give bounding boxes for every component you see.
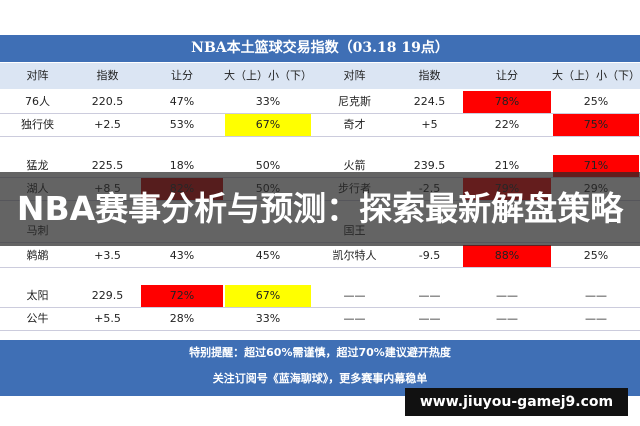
table-cell: 220.5 [91,95,124,108]
table-cell: —— [418,312,441,325]
table-cell: 21% [494,159,520,172]
table-cell: 47% [169,95,195,108]
table-cell: -9.5 [418,249,441,262]
table-cell: 独行侠 [21,118,54,131]
table-cell: 鹈鹕 [26,249,49,262]
header-row [0,63,640,89]
table-cell: 火箭 [343,159,366,172]
table-cell: 75% [583,118,609,131]
highlight [141,285,223,307]
table-cell: 28% [169,312,195,325]
table-cell: 33% [255,312,281,325]
table-cell: 22% [494,118,520,131]
table-cell: 猛龙 [26,159,49,172]
table-cell: +5 [421,118,438,131]
table-cell: —— [585,312,607,325]
table-cell: 33% [255,95,281,108]
highlight [225,114,311,136]
table-cell: 太阳 [26,289,49,302]
table-cell: —— [343,312,366,325]
header-cell: 对阵 [26,69,49,82]
table-cell: +5.5 [94,312,121,325]
table-cell: 67% [255,118,281,131]
table-cell: 尼克斯 [338,95,371,108]
table-cell: 53% [169,118,195,131]
header-cell: 指数 [96,69,119,82]
table-cell: —— [585,289,607,302]
table-cell: 78% [494,95,520,108]
table-cell: 71% [583,159,609,172]
table-cell: 239.5 [413,159,446,172]
highlight [463,245,551,267]
table-cell: 25% [583,95,609,108]
highlight [463,91,551,113]
footer-subscribe: 关注订阅号《蓝海聊球》，更多赛事内幕稳单 [212,372,428,385]
table-cell: 奇才 [343,118,366,131]
header-cell: 大（上）小（下） [224,69,312,82]
table-cell: +2.5 [94,118,121,131]
table-cell: 229.5 [91,289,124,302]
footer [0,340,640,396]
table-cell: +3.5 [94,249,121,262]
table-cell: 224.5 [413,95,446,108]
table-cell: 72% [169,289,195,302]
row-line [0,113,640,114]
table-cell: 225.5 [91,159,124,172]
table-cell: 67% [255,289,281,302]
highlight [225,285,311,307]
table-cell: 43% [169,249,195,262]
header-cell: 对阵 [343,69,366,82]
watermark: www.jiuyou-gamej9.com [405,388,628,416]
row-line [0,330,640,331]
table-title: NBA本土篮球交易指数（03.18 19点） [0,35,640,62]
table-cell: 76人 [25,95,50,108]
table-cell: —— [343,289,366,302]
table-cell: 25% [583,249,609,262]
row-line [0,267,640,268]
table-cell: 凯尔特人 [332,249,377,262]
header-cell: 让分 [171,69,193,82]
table-cell: 50% [255,159,281,172]
header-cell: 指数 [418,69,441,82]
table-cell: 45% [255,249,281,262]
footer-note: 特别提醒：超过60%需谨慎，超过70%建议避开热度 [189,346,451,359]
highlight [553,114,639,136]
table-cell: —— [496,312,518,325]
header-cell: 让分 [496,69,518,82]
table-cell: 18% [169,159,195,172]
table-cell: —— [496,289,518,302]
table-cell: —— [418,289,441,302]
table-cell: 公牛 [26,312,49,325]
table-cell: 88% [494,249,520,262]
highlight [553,155,639,177]
row-line [0,307,640,308]
header-cell: 大（上）小（下） [552,69,640,82]
banner: NBA赛事分析与预测：探索最新解盘策略 [0,172,640,246]
row-line [0,136,640,137]
